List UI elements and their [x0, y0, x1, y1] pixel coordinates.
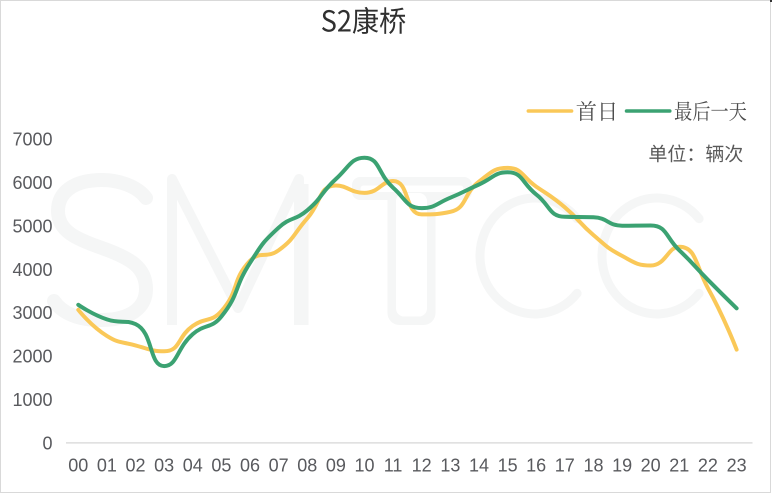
svg-text:2000: 2000: [12, 347, 52, 367]
svg-text:09: 09: [326, 456, 346, 476]
svg-text:5000: 5000: [12, 216, 52, 236]
svg-text:4000: 4000: [12, 260, 52, 280]
svg-text:23: 23: [727, 456, 747, 476]
svg-text:06: 06: [240, 456, 260, 476]
svg-text:19: 19: [612, 456, 632, 476]
svg-text:01: 01: [97, 456, 117, 476]
svg-text:10: 10: [354, 456, 374, 476]
svg-text:02: 02: [125, 456, 145, 476]
svg-text:3000: 3000: [12, 303, 52, 323]
svg-text:22: 22: [698, 456, 718, 476]
svg-text:7000: 7000: [12, 129, 52, 149]
svg-text:15: 15: [498, 456, 518, 476]
svg-text:03: 03: [154, 456, 174, 476]
svg-text:14: 14: [469, 456, 489, 476]
svg-text:00: 00: [68, 456, 88, 476]
svg-text:11: 11: [384, 456, 403, 476]
svg-text:13: 13: [440, 456, 460, 476]
svg-text:04: 04: [183, 456, 203, 476]
svg-text:1000: 1000: [12, 390, 52, 410]
svg-text:21: 21: [669, 456, 689, 476]
svg-text:05: 05: [211, 456, 231, 476]
svg-text:16: 16: [526, 456, 546, 476]
svg-text:18: 18: [583, 456, 603, 476]
svg-text:08: 08: [297, 456, 317, 476]
svg-text:0: 0: [42, 434, 52, 454]
svg-text:20: 20: [641, 456, 661, 476]
svg-text:12: 12: [412, 456, 432, 476]
svg-text:17: 17: [555, 456, 575, 476]
svg-text:6000: 6000: [12, 173, 52, 193]
svg-text:07: 07: [269, 456, 289, 476]
